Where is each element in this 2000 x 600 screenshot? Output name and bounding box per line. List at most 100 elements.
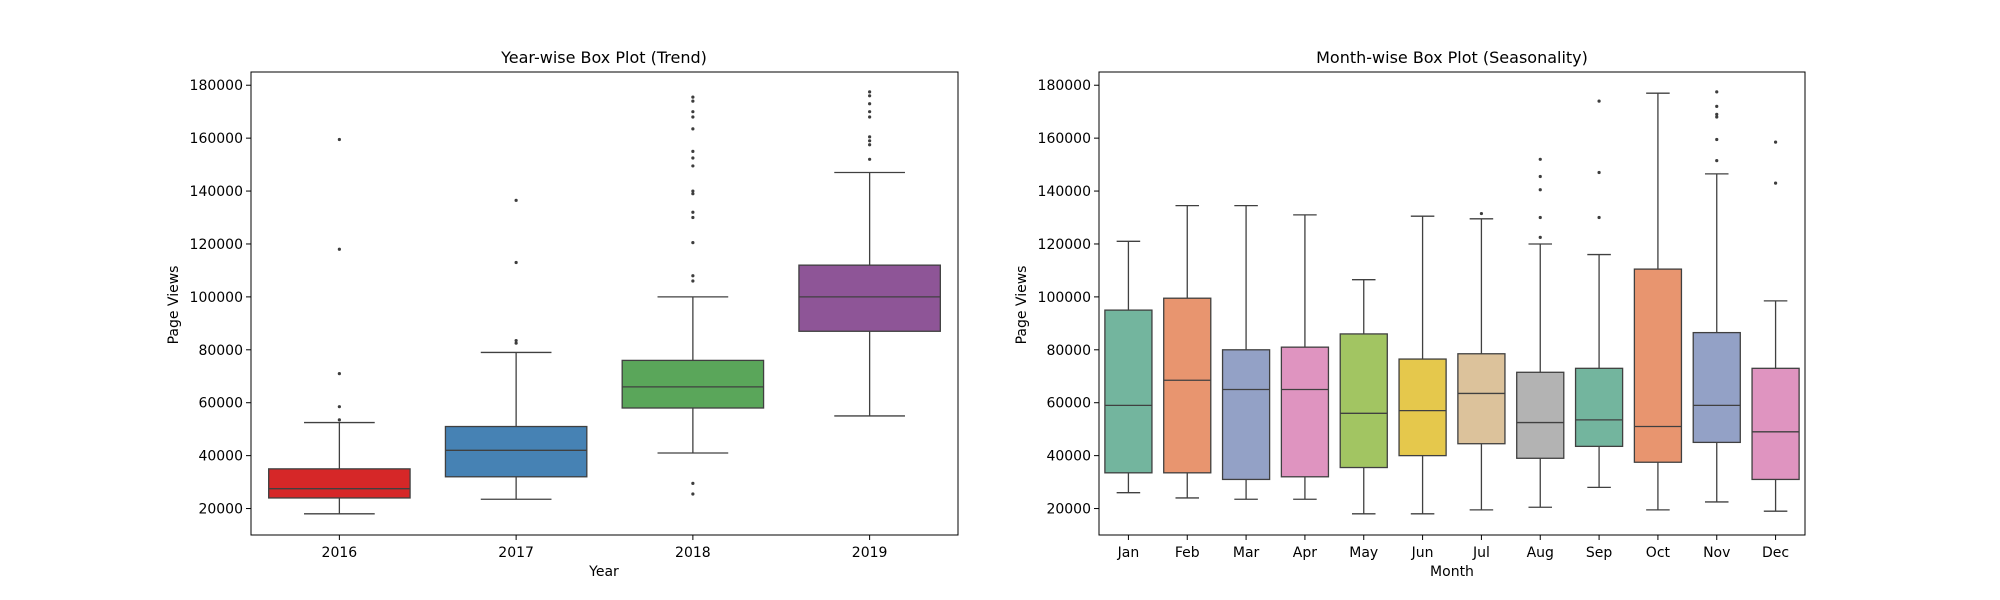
chart-title: Month-wise Box Plot (Seasonality) bbox=[1316, 48, 1588, 67]
outlier-point bbox=[1538, 188, 1542, 192]
iqr-box bbox=[1398, 358, 1447, 457]
y-axis-label: Page Views bbox=[166, 266, 182, 345]
outlier-point bbox=[337, 137, 341, 142]
box-Dec bbox=[1751, 140, 1800, 512]
iqr-box bbox=[1692, 331, 1741, 444]
x-tick-label: Sep bbox=[1586, 545, 1613, 561]
x-tick-label: Jan bbox=[1117, 545, 1140, 561]
outlier-point bbox=[691, 189, 695, 193]
x-axis-label: Year bbox=[588, 564, 619, 580]
box-Aug bbox=[1516, 157, 1565, 508]
iqr-box bbox=[1516, 371, 1565, 459]
outlier-point bbox=[1773, 181, 1778, 185]
y-tick-label: 40000 bbox=[1046, 449, 1091, 465]
outlier-point bbox=[691, 481, 695, 486]
outlier-point bbox=[868, 102, 872, 106]
outlier-point bbox=[691, 127, 695, 131]
y-tick-label: 160000 bbox=[1038, 131, 1091, 147]
box-Nov bbox=[1692, 90, 1741, 503]
box-Sep bbox=[1574, 99, 1624, 489]
outlier-point bbox=[1773, 140, 1778, 144]
year-wise-box-plot: Year-wise Box Plot (Trend) Year Page Vie… bbox=[166, 48, 959, 580]
iqr-box bbox=[1751, 367, 1800, 481]
outlier-point bbox=[868, 157, 872, 161]
y-tick-label: 60000 bbox=[198, 396, 243, 412]
iqr-box bbox=[621, 359, 765, 409]
outlier-point bbox=[868, 94, 872, 98]
iqr-box bbox=[798, 264, 941, 332]
outlier-point bbox=[1538, 174, 1542, 179]
y-tick-label: 40000 bbox=[198, 449, 243, 465]
box-2019 bbox=[798, 90, 941, 417]
x-tick-label: Aug bbox=[1527, 545, 1554, 561]
x-axis-ticks: Jan Feb Mar Apr May Jun Jul Aug Sep Oct Nov Dec bbox=[1117, 535, 1789, 561]
outlier-point bbox=[1715, 112, 1719, 116]
outlier-point bbox=[1538, 157, 1542, 161]
x-tick-label: Feb bbox=[1175, 545, 1200, 561]
outlier-point bbox=[337, 247, 341, 251]
x-tick-label: Mar bbox=[1233, 545, 1260, 561]
outlier-point bbox=[1715, 115, 1719, 119]
y-axis-ticks: 20000 40000 60000 80000 100000 120000 140000 16… bbox=[190, 78, 251, 518]
y-tick-label: 180000 bbox=[1038, 78, 1091, 94]
x-tick-label: 2017 bbox=[498, 545, 534, 561]
boxes bbox=[268, 90, 941, 515]
outlier-point bbox=[514, 341, 518, 345]
x-tick-label: 2019 bbox=[852, 545, 888, 561]
y-tick-label: 100000 bbox=[190, 290, 243, 306]
outlier-point bbox=[691, 215, 695, 220]
outlier-point bbox=[337, 418, 341, 422]
outlier-point bbox=[691, 492, 695, 496]
x-tick-label: 2018 bbox=[675, 545, 711, 561]
outlier-point bbox=[868, 110, 872, 114]
outlier-point bbox=[691, 115, 695, 119]
outlier-point bbox=[514, 260, 518, 265]
iqr-box bbox=[1163, 297, 1212, 474]
outlier-point bbox=[691, 274, 695, 278]
outlier-point bbox=[868, 139, 872, 143]
iqr-box bbox=[1280, 346, 1330, 478]
outlier-point bbox=[691, 164, 695, 168]
outlier-point bbox=[1479, 211, 1484, 216]
x-tick-label: Jun bbox=[1411, 545, 1434, 561]
outlier-point bbox=[691, 95, 695, 99]
y-tick-label: 160000 bbox=[190, 131, 243, 147]
outlier-point bbox=[868, 143, 872, 147]
x-axis-label: Month bbox=[1430, 564, 1474, 580]
outlier-point bbox=[514, 338, 518, 343]
y-axis-label: Page Views bbox=[1014, 266, 1030, 345]
outlier-point bbox=[1715, 90, 1719, 94]
outlier-point bbox=[868, 115, 872, 119]
x-tick-label: Oct bbox=[1646, 545, 1671, 561]
y-tick-label: 140000 bbox=[1038, 184, 1091, 200]
outlier-point bbox=[337, 372, 341, 376]
outlier-point bbox=[337, 405, 341, 409]
axes-frame bbox=[1098, 71, 1806, 536]
outlier-point bbox=[1597, 99, 1601, 103]
x-tick-label: Jul bbox=[1472, 545, 1490, 561]
outlier-point bbox=[691, 156, 695, 160]
x-tick-label: 2016 bbox=[322, 545, 358, 561]
outlier-point bbox=[514, 198, 518, 202]
y-tick-label: 80000 bbox=[1046, 343, 1091, 359]
box-2016 bbox=[268, 137, 411, 515]
month-wise-box-plot: Month-wise Box Plot (Seasonality) Month … bbox=[1014, 48, 1806, 580]
iqr-box bbox=[1574, 367, 1624, 448]
box-May bbox=[1339, 279, 1388, 515]
y-tick-label: 100000 bbox=[1038, 290, 1091, 306]
axes-frame bbox=[250, 71, 959, 536]
outlier-point bbox=[691, 110, 695, 114]
x-tick-label: Dec bbox=[1762, 545, 1789, 561]
box-Oct bbox=[1633, 92, 1683, 511]
iqr-box bbox=[1633, 268, 1683, 463]
box-Mar bbox=[1221, 204, 1271, 500]
outlier-point bbox=[691, 210, 695, 214]
x-tick-label: Apr bbox=[1293, 545, 1317, 561]
x-axis-ticks: 2016 2017 2018 2019 bbox=[322, 535, 888, 561]
x-tick-label: May bbox=[1349, 545, 1378, 561]
outlier-point bbox=[1715, 159, 1719, 163]
outlier-point bbox=[868, 135, 872, 139]
outlier-point bbox=[691, 279, 695, 283]
outlier-point bbox=[691, 241, 695, 245]
